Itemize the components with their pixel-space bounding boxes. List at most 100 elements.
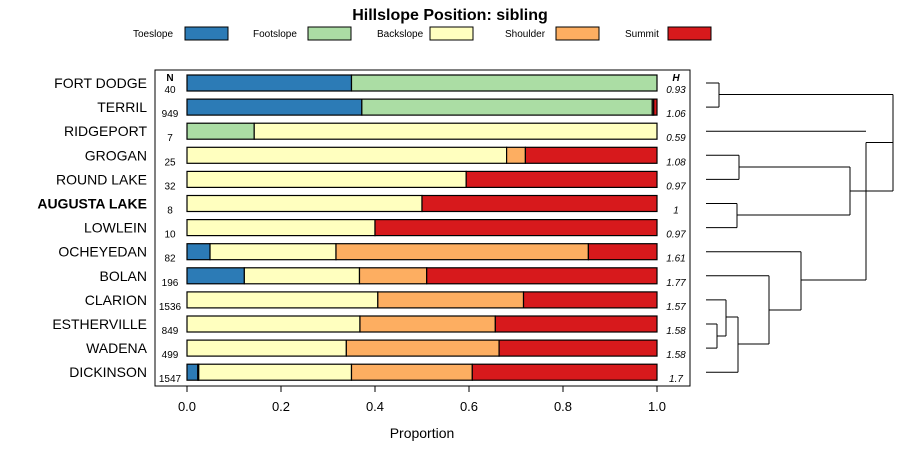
bar-dickinson-toeslope [186,363,199,381]
bar-estherville-shoulder [359,315,496,333]
bar-wadena-backslope [186,339,347,357]
row-label-terril: TERRIL [97,99,147,115]
h-value-estherville: 1.58 [666,326,686,337]
bar-wadena-summit [498,339,658,357]
bar-clarion-backslope [186,291,379,309]
legend-label-backslope: Backslope [377,29,424,40]
row-label-wadena: WADENA [86,340,148,356]
bar-clarion-summit [522,291,658,309]
n-value-clarion: 1536 [159,302,182,313]
x-tick-label: 0.4 [366,399,384,414]
x-axis: 0.0 0.2 0.4 0.6 0.8 1.0 [178,386,666,414]
row-label-fort-dodge: FORT DODGE [54,75,147,91]
bar-lowlein-summit [374,219,658,237]
legend-swatch-toeslope [184,26,229,41]
legend-label-footslope: Footslope [253,29,297,40]
bar-fort-dodge-footslope [350,74,658,92]
h-value-grogan: 1.08 [666,157,686,168]
row-label-dickinson: DICKINSON [69,364,147,380]
chart-title: Hillslope Position: sibling [352,7,548,24]
legend-label-toeslope: Toeslope [133,29,173,40]
legend-swatch-backslope [429,26,474,41]
h-value-dickinson: 1.7 [669,374,683,385]
x-tick-label: 1.0 [648,399,666,414]
row-label-ridgeport: RIDGEPORT [64,123,147,139]
bar-dickinson-summit [471,363,658,381]
h-value-lowlein: 0.97 [666,230,686,241]
row-label-lowlein: LOWLEIN [84,220,147,236]
row-label-grogan: GROGAN [85,147,147,163]
h-value-wadena: 1.58 [666,350,686,361]
h-value-ocheyedan: 1.61 [666,254,685,265]
n-value-wadena: 499 [162,350,179,361]
bar-clarion-shoulder [377,291,525,309]
bar-terril-toeslope [186,98,363,116]
h-value-bolan: 1.77 [666,278,686,289]
bar-augusta-lake-summit [421,194,658,213]
row-label-clarion: CLARION [85,292,147,308]
bar-rows: FORT DODGE 40 0.93 TERRIL 949 1.06 RIDGEPORT 7 0… [37,74,686,385]
bar-lowlein-backslope [186,219,376,237]
bar-estherville-backslope [186,315,361,333]
n-value-round-lake: 32 [164,181,176,192]
n-value-lowlein: 10 [164,230,176,241]
bar-bolan-shoulder [358,267,428,285]
h-value-fort-dodge: 0.93 [666,85,686,96]
x-axis-title: Proportion [390,425,455,441]
x-tick-label: 0.0 [178,399,196,414]
bar-grogan-summit [524,146,658,164]
row-label-bolan: BOLAN [100,268,147,284]
legend-label-summit: Summit [625,29,659,40]
legend: Toeslope Footslope Backslope Shoulder Summit [133,26,712,41]
n-value-dickinson: 1547 [159,374,182,385]
bar-augusta-lake-backslope [186,194,423,213]
x-tick-label: 0.6 [460,399,478,414]
bar-ridgeport-backslope [253,122,658,140]
bar-estherville-summit [494,315,658,333]
bar-dickinson-backslope [198,363,353,381]
bar-round-lake-summit [465,170,658,188]
n-value-augusta-lake: 8 [167,206,173,217]
x-tick-label: 0.8 [554,399,572,414]
bar-bolan-summit [426,267,658,285]
n-value-bolan: 196 [162,278,179,289]
legend-swatch-footslope [307,26,352,41]
legend-swatch-shoulder [555,26,600,41]
cluster-dendrogram [706,82,894,373]
h-column-header: H [672,73,680,84]
bar-wadena-shoulder [345,339,500,357]
x-tick-label: 0.2 [272,399,290,414]
bar-grogan-backslope [186,146,508,164]
row-label-estherville: ESTHERVILLE [52,316,147,332]
legend-label-shoulder: Shoulder [505,29,546,40]
legend-swatch-summit [667,26,712,41]
n-value-ocheyedan: 82 [164,254,176,265]
h-value-ridgeport: 0.59 [666,133,686,144]
bar-fort-dodge-toeslope [186,74,353,92]
n-value-estherville: 849 [162,326,179,337]
bar-ridgeport-footslope [186,122,255,140]
n-value-grogan: 25 [164,157,176,168]
row-label-augusta-lake: AUGUSTA LAKE [37,196,147,212]
h-value-terril: 1.06 [666,109,686,120]
h-value-augusta-lake: 1 [673,206,679,217]
n-value-ridgeport: 7 [167,133,173,144]
bar-dickinson-shoulder [350,363,473,381]
plot-panel [154,69,691,387]
bar-terril-footslope [361,98,653,116]
n-column-header: N [166,73,173,84]
row-label-round-lake: ROUND LAKE [56,171,147,187]
n-value-terril: 949 [162,109,179,120]
bar-terril-summit [653,98,658,116]
n-value-fort-dodge: 40 [164,85,176,96]
bar-bolan-backslope [243,267,361,285]
h-value-clarion: 1.57 [666,302,686,313]
bar-ocheyedan-toeslope [186,243,211,261]
bar-grogan-shoulder [506,146,527,164]
bar-ocheyedan-shoulder [335,243,589,261]
bar-ocheyedan-summit [587,243,658,261]
row-label-ocheyedan: OCHEYEDAN [58,244,147,260]
h-value-round-lake: 0.97 [666,181,686,192]
bar-ocheyedan-backslope [209,243,337,261]
